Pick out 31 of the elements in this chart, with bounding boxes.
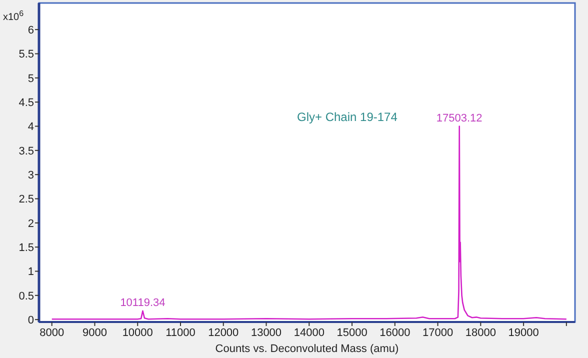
x-tick-label: 11000 (166, 327, 196, 339)
y-axis-title: x10$^{6}$ (3, 8, 24, 23)
y-tick-label: 1 (28, 266, 34, 278)
y-tick-label: 3.5 (18, 145, 34, 158)
line-series (51, 126, 568, 320)
x-tick-label: 19000 (508, 327, 539, 339)
x-tick-label: 8000 (40, 327, 64, 339)
x-tick-label: 13000 (250, 327, 282, 339)
y-tick-label: 5 (28, 72, 34, 85)
annotation: Gly+ Chain 19-174 (296, 110, 398, 124)
x-tick-label: 14000 (294, 327, 324, 339)
y-tick-label: 2.5 (18, 194, 34, 206)
x-tick-label: 18000 (465, 327, 496, 339)
y-tick-label: 6 (28, 24, 34, 36)
x-tick-label: 16000 (380, 327, 410, 339)
x-tick-label: 10000 (122, 327, 153, 339)
y-tick-label: 0 (28, 314, 34, 326)
annotation: 10119.34 (120, 296, 166, 309)
x-tick-label: 12000 (208, 327, 239, 339)
x-tick-label: 9000 (82, 327, 107, 339)
y-tick-label: 4.5 (18, 96, 34, 109)
y-tick-label: 0.5 (18, 290, 34, 302)
x-tick-label: 15000 (336, 327, 368, 339)
y-tick-label: 4 (28, 121, 34, 134)
y-tick-label: 1.5 (18, 242, 34, 254)
y-tick-label: 3 (28, 169, 34, 182)
annotation: 17503.12 (436, 112, 482, 124)
x-tick-label: 17000 (422, 327, 454, 339)
y-tick-label: 5.5 (18, 48, 34, 61)
x-axis-title: Counts vs. Deconvoluted Mass (amu) (215, 343, 399, 355)
y-tick-label: 2 (28, 218, 34, 230)
